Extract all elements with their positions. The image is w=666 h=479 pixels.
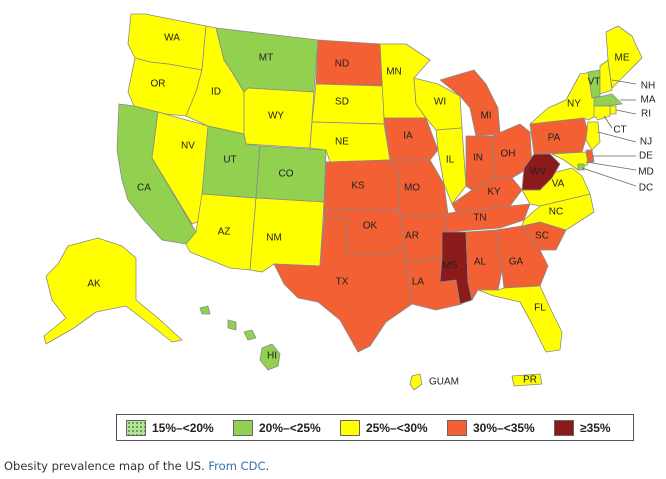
label-IL: IL	[446, 155, 455, 166]
label-KS: KS	[351, 181, 365, 192]
state-ME	[605, 25, 643, 89]
legend-label-20-25: 20%–<25%	[259, 420, 321, 435]
label-ND: ND	[335, 59, 349, 70]
label-OR: OR	[151, 79, 166, 90]
label-SD: SD	[335, 97, 349, 108]
label-MN: MN	[386, 67, 402, 78]
state-AK	[43, 237, 183, 345]
state-ND	[315, 39, 385, 87]
label-MT: MT	[259, 53, 273, 64]
legend: 15%–<20% 20%–<25% 25%–<30% 30%–<35% ≥35%	[116, 414, 634, 441]
state-FL	[477, 285, 563, 353]
label-AZ: AZ	[218, 227, 231, 238]
label-NV: NV	[181, 141, 195, 152]
label-WA: WA	[164, 33, 180, 44]
state-DC	[577, 163, 585, 171]
hawaii-island-2	[243, 329, 257, 341]
state-CA	[116, 103, 197, 245]
state-GUAM	[409, 373, 423, 391]
state-RI	[609, 105, 617, 115]
label-NH: NH	[641, 81, 655, 92]
legend-swatch-25-30	[340, 419, 360, 436]
label-MS: MS	[443, 261, 458, 272]
label-NC: NC	[549, 207, 563, 218]
label-IN: IN	[473, 153, 483, 164]
state-CT	[593, 105, 611, 121]
label-SC: SC	[535, 231, 549, 242]
hawaii-island-4	[199, 305, 211, 315]
us-obesity-map: WA OR CA NV ID MT WY UT CO AZ NM ND SD N…	[43, 13, 656, 391]
legend-swatch-20-25	[233, 419, 253, 436]
label-MA: MA	[641, 95, 656, 106]
label-NY: NY	[567, 99, 581, 110]
state-MA	[593, 93, 623, 107]
caption-end: .	[265, 459, 270, 473]
legend-label-25-30: 25%–<30%	[366, 420, 428, 435]
label-NM: NM	[266, 233, 282, 244]
legend-item-25-30: 25%–<30%	[331, 415, 438, 440]
label-WV: WV	[530, 167, 546, 178]
label-MI: MI	[480, 111, 491, 122]
label-VA: VA	[552, 179, 565, 190]
label-UT: UT	[223, 155, 236, 166]
label-OH: OH	[501, 149, 516, 160]
legend-item-35-plus: ≥35%	[545, 415, 652, 440]
legend-label-35-plus: ≥35%	[580, 420, 611, 435]
legend-label-15-20: 15%–<20%	[152, 420, 214, 435]
label-TX: TX	[336, 277, 349, 288]
label-WY: WY	[268, 111, 284, 122]
label-FL: FL	[534, 303, 546, 314]
label-GUAM: GUAM	[429, 377, 459, 388]
legend-item-20-25: 20%–<25%	[224, 415, 331, 440]
label-LA: LA	[412, 277, 425, 288]
legend-label-30-35: 30%–<35%	[473, 420, 535, 435]
label-ID: ID	[211, 87, 221, 98]
label-VT: VT	[588, 77, 601, 88]
label-AL: AL	[474, 257, 487, 268]
label-AK: AK	[87, 279, 101, 290]
state-NM	[249, 197, 325, 273]
label-MD: MD	[638, 167, 654, 178]
legend-swatch-35-plus	[554, 419, 574, 436]
label-CO: CO	[279, 169, 294, 180]
label-IA: IA	[403, 131, 413, 142]
map-caption: Obesity prevalence map of the US. From C…	[4, 459, 269, 473]
leader-lines	[581, 79, 637, 187]
legend-item-15-20: 15%–<20%	[117, 415, 224, 440]
label-DC: DC	[639, 183, 653, 194]
state-HI	[259, 343, 281, 371]
label-ME: ME	[615, 53, 630, 64]
state-NV	[151, 111, 209, 225]
label-PA: PA	[548, 133, 561, 144]
state-VT	[587, 69, 601, 99]
legend-swatch-15-20	[126, 419, 146, 436]
label-KY: KY	[487, 187, 501, 198]
cdc-source-link[interactable]: From CDC	[208, 459, 266, 473]
label-DE: DE	[639, 151, 653, 162]
state-TN	[443, 203, 531, 233]
state-NJ	[585, 121, 601, 151]
label-TN: TN	[473, 213, 486, 224]
hawaii-island-3	[227, 319, 237, 331]
label-WI: WI	[434, 97, 446, 108]
label-OK: OK	[363, 221, 378, 232]
label-CT: CT	[613, 125, 626, 136]
caption-text: Obesity prevalence map of the US.	[4, 459, 209, 473]
label-AR: AR	[405, 231, 419, 242]
legend-item-30-35: 30%–<35%	[438, 415, 545, 440]
state-IA	[383, 117, 439, 161]
label-RI: RI	[641, 109, 651, 120]
label-HI: HI	[267, 351, 277, 362]
label-MO: MO	[404, 183, 420, 194]
label-NJ: NJ	[640, 137, 652, 148]
state-TX	[273, 217, 413, 353]
legend-swatch-30-35	[447, 419, 467, 436]
state-labels: WA OR CA NV ID MT WY UT CO AZ NM ND SD N…	[87, 33, 656, 388]
state-PR	[511, 373, 543, 387]
label-NE: NE	[335, 137, 349, 148]
label-CA: CA	[137, 183, 151, 194]
label-GA: GA	[509, 257, 524, 268]
label-PR: PR	[523, 375, 537, 386]
